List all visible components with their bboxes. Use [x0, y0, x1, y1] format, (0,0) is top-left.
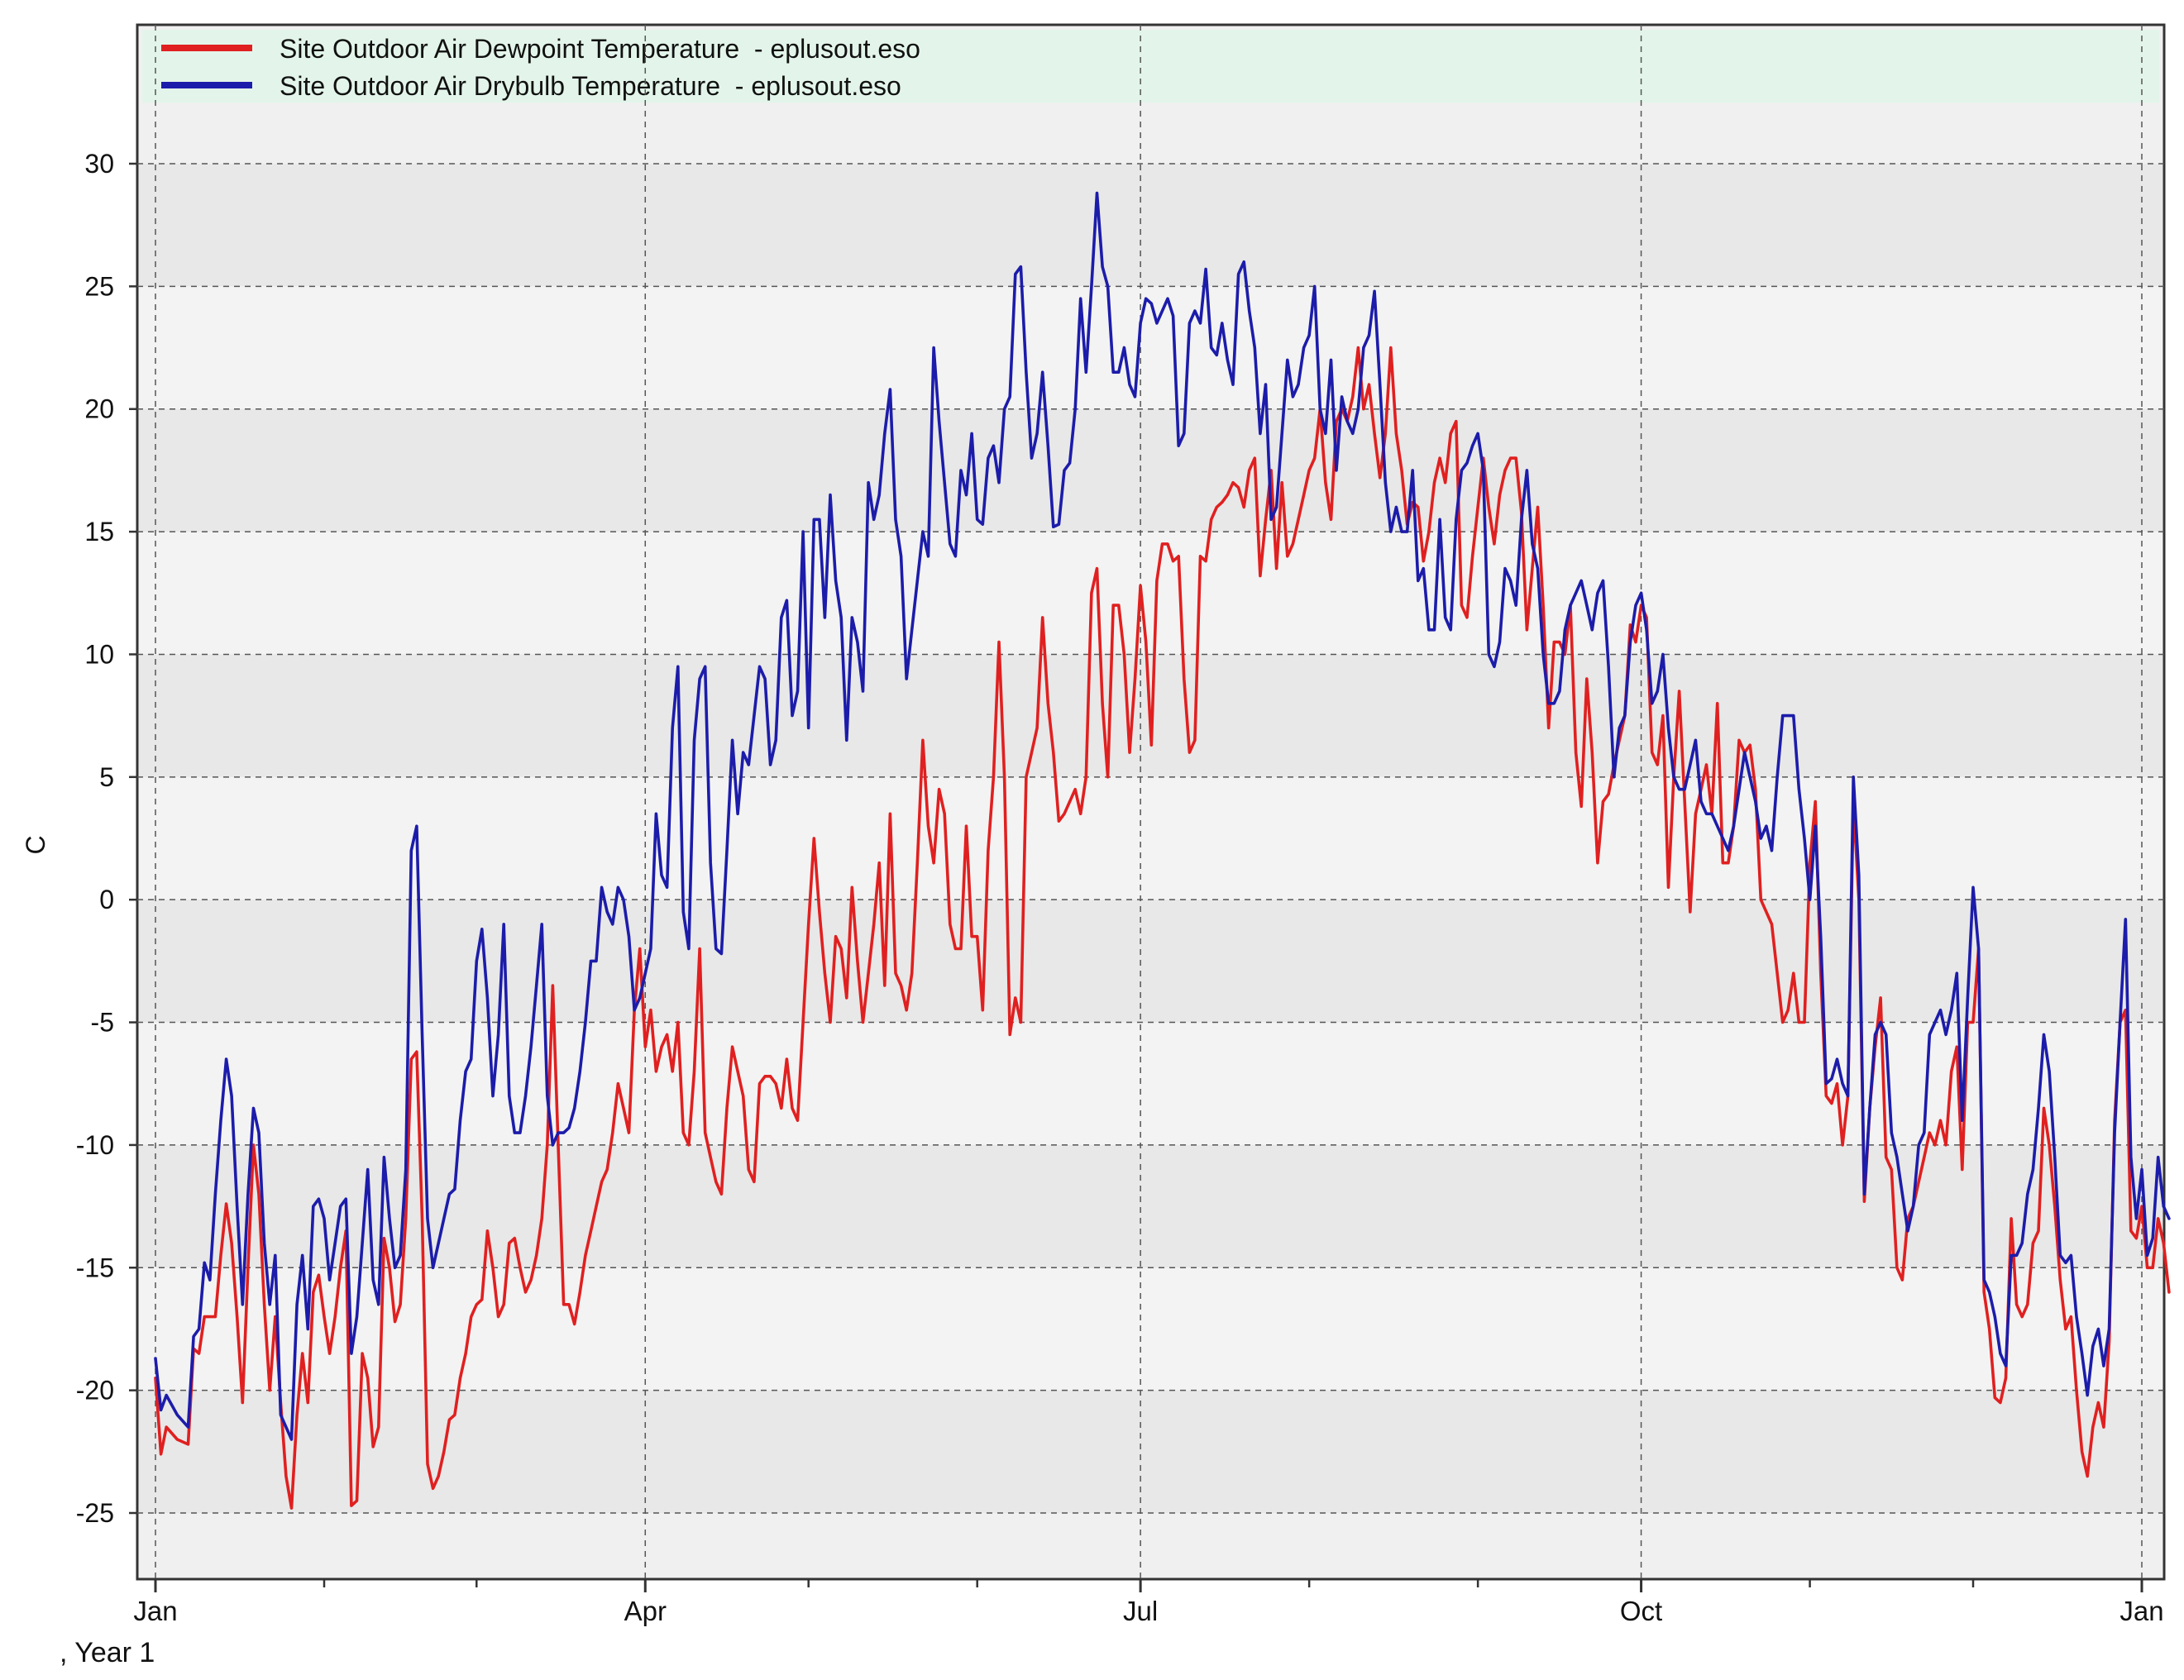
- x-tick-label: Oct: [1620, 1596, 1662, 1626]
- x-tick-label: Jul: [1123, 1596, 1158, 1626]
- background-band: [139, 286, 2162, 409]
- x-tick-label: Apr: [624, 1596, 667, 1626]
- y-axis-ticks: 30 25 20 15 10 5 0 -5 -10 -15 -20 -25: [76, 149, 137, 1528]
- background-band: [139, 532, 2162, 655]
- y-tick-label: 0: [99, 885, 114, 914]
- y-tick-label: 10: [84, 639, 114, 669]
- grid-lines: [137, 25, 2164, 1579]
- x-tick-label: Jan: [2119, 1596, 2163, 1626]
- y-tick-label: -15: [76, 1253, 114, 1282]
- y-tick-label: -20: [76, 1376, 114, 1406]
- legend-box: [142, 30, 2159, 103]
- background-band: [139, 408, 2162, 532]
- data-lines: [154, 191, 2171, 1510]
- y-tick-label: 20: [84, 394, 114, 424]
- background-band: [139, 1390, 2162, 1513]
- background-band: [139, 1144, 2162, 1268]
- y-tick-label: 30: [84, 149, 114, 179]
- legend-label-drybulb: Site Outdoor Air Drybulb Temperature - e…: [280, 71, 901, 101]
- background-band: [139, 1022, 2162, 1145]
- background-band: [139, 776, 2162, 900]
- x-axis-label: , Year 1: [60, 1637, 155, 1668]
- y-tick-label: 5: [99, 762, 114, 792]
- y-tick-label: 25: [84, 271, 114, 301]
- y-tick-label: -25: [76, 1498, 114, 1528]
- x-tick-label: Jan: [133, 1596, 177, 1626]
- legend-label-dewpoint: Site Outdoor Air Dewpoint Temperature - …: [280, 34, 920, 64]
- y-tick-label: -10: [76, 1130, 114, 1160]
- y-tick-label: 15: [84, 517, 114, 546]
- y-tick-label: -5: [91, 1008, 114, 1038]
- x-axis-ticks: Jan Apr Jul Oct Jan: [133, 1579, 2164, 1626]
- dewpoint-series-line: [154, 346, 2171, 1510]
- background-band: [139, 1267, 2162, 1391]
- background-band: [139, 164, 2162, 287]
- plot-background-bands: [139, 164, 2162, 1513]
- y-axis-label: C: [21, 835, 50, 854]
- drybulb-series-line: [154, 191, 2171, 1441]
